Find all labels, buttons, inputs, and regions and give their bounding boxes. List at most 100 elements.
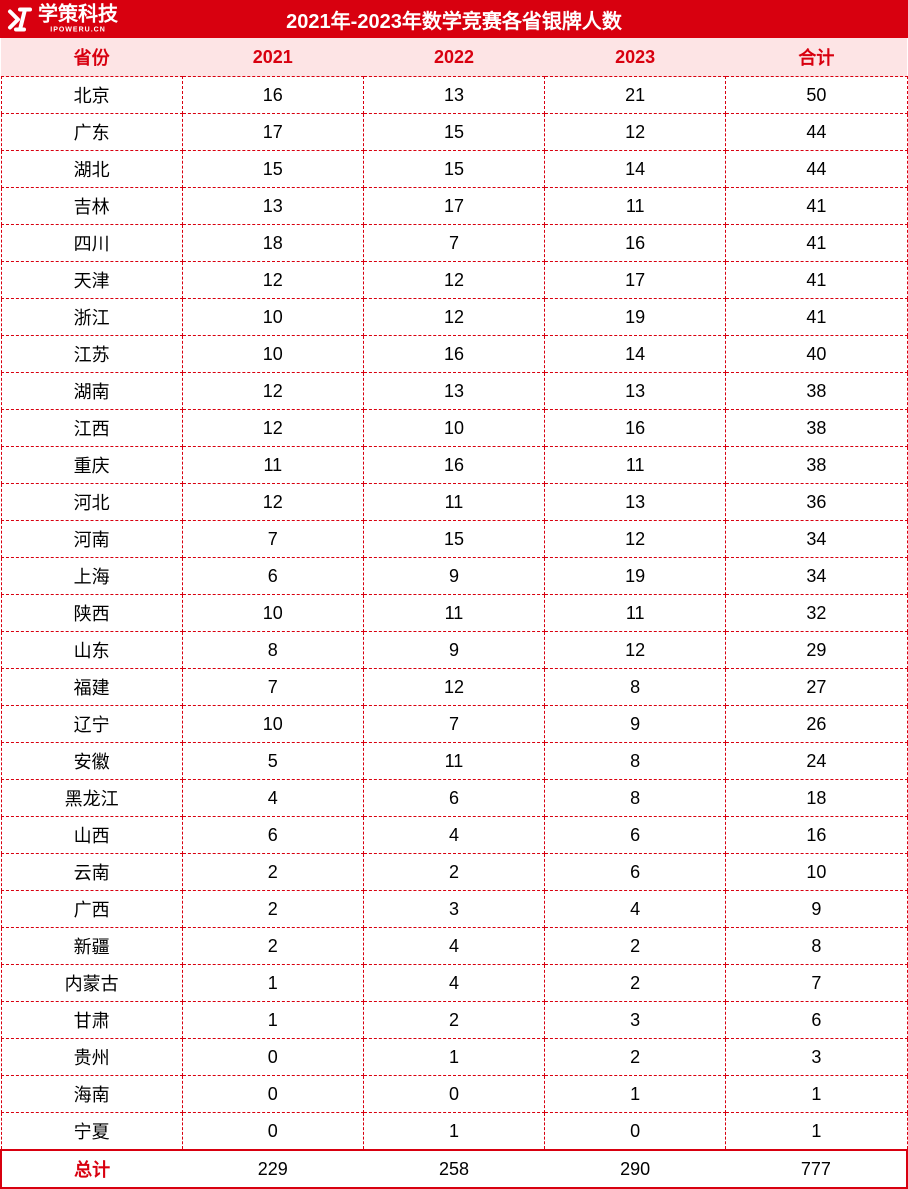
value-cell: 6: [182, 817, 363, 854]
value-cell: 7: [363, 706, 544, 743]
province-cell: 浙江: [1, 299, 182, 336]
value-cell: 9: [363, 632, 544, 669]
value-cell: 11: [182, 447, 363, 484]
province-cell: 四川: [1, 225, 182, 262]
value-cell: 4: [363, 817, 544, 854]
province-cell: 山东: [1, 632, 182, 669]
table-row: 北京16132150: [1, 77, 907, 114]
value-cell: 7: [182, 521, 363, 558]
value-cell: 4: [363, 965, 544, 1002]
value-cell: 11: [363, 743, 544, 780]
value-cell: 6: [182, 558, 363, 595]
value-cell: 34: [726, 521, 907, 558]
value-cell: 44: [726, 114, 907, 151]
value-cell: 24: [726, 743, 907, 780]
table-row: 黑龙江46818: [1, 780, 907, 817]
value-cell: 18: [182, 225, 363, 262]
province-cell: 天津: [1, 262, 182, 299]
value-cell: 9: [726, 891, 907, 928]
table-row: 内蒙古1427: [1, 965, 907, 1002]
value-cell: 17: [545, 262, 726, 299]
value-cell: 2: [545, 1039, 726, 1076]
value-cell: 17: [182, 114, 363, 151]
value-cell: 1: [363, 1113, 544, 1151]
value-cell: 10: [726, 854, 907, 891]
value-cell: 2: [545, 965, 726, 1002]
value-cell: 5: [182, 743, 363, 780]
table-row: 湖北15151444: [1, 151, 907, 188]
value-cell: 2: [182, 854, 363, 891]
table-row: 河北12111336: [1, 484, 907, 521]
value-cell: 1: [726, 1113, 907, 1151]
data-table: 省份202120222023合计 北京16132150广东17151244湖北1…: [0, 38, 908, 1189]
value-cell: 4: [363, 928, 544, 965]
province-cell: 宁夏: [1, 1113, 182, 1151]
value-cell: 3: [545, 1002, 726, 1039]
value-cell: 2: [182, 891, 363, 928]
value-cell: 50: [726, 77, 907, 114]
value-cell: 19: [545, 558, 726, 595]
value-cell: 12: [363, 262, 544, 299]
value-cell: 12: [182, 373, 363, 410]
province-cell: 黑龙江: [1, 780, 182, 817]
value-cell: 13: [363, 77, 544, 114]
value-cell: 11: [545, 447, 726, 484]
province-cell: 新疆: [1, 928, 182, 965]
value-cell: 2: [363, 854, 544, 891]
total-value: 290: [545, 1150, 726, 1188]
table-row: 重庆11161138: [1, 447, 907, 484]
value-cell: 36: [726, 484, 907, 521]
value-cell: 12: [545, 521, 726, 558]
value-cell: 15: [363, 521, 544, 558]
value-cell: 9: [363, 558, 544, 595]
column-header: 省份: [1, 38, 182, 77]
value-cell: 0: [182, 1076, 363, 1113]
value-cell: 16: [363, 336, 544, 373]
total-label: 总计: [1, 1150, 182, 1188]
logo-subtitle: IPOWERU.CN: [38, 27, 118, 34]
province-cell: 山西: [1, 817, 182, 854]
province-cell: 湖北: [1, 151, 182, 188]
value-cell: 7: [182, 669, 363, 706]
logo-brand-text: 学策科技: [38, 5, 118, 25]
value-cell: 8: [545, 669, 726, 706]
table-row: 山西64616: [1, 817, 907, 854]
logo-icon: [6, 5, 34, 33]
table-row: 河南7151234: [1, 521, 907, 558]
province-cell: 河南: [1, 521, 182, 558]
value-cell: 8: [726, 928, 907, 965]
value-cell: 10: [363, 410, 544, 447]
table-row: 安徽511824: [1, 743, 907, 780]
value-cell: 41: [726, 262, 907, 299]
value-cell: 13: [545, 484, 726, 521]
value-cell: 16: [545, 225, 726, 262]
value-cell: 16: [726, 817, 907, 854]
value-cell: 17: [363, 188, 544, 225]
total-row: 总计229258290777: [1, 1150, 907, 1188]
value-cell: 13: [182, 188, 363, 225]
table-row: 天津12121741: [1, 262, 907, 299]
value-cell: 4: [182, 780, 363, 817]
value-cell: 16: [182, 77, 363, 114]
value-cell: 8: [182, 632, 363, 669]
value-cell: 2: [182, 928, 363, 965]
value-cell: 6: [726, 1002, 907, 1039]
value-cell: 13: [545, 373, 726, 410]
table-row: 海南0011: [1, 1076, 907, 1113]
table-container: 学策科技 IPOWERU.CN 2021年-2023年数学竞赛各省银牌人数 省份…: [0, 0, 908, 1189]
value-cell: 10: [182, 595, 363, 632]
table-row: 贵州0123: [1, 1039, 907, 1076]
value-cell: 7: [726, 965, 907, 1002]
value-cell: 38: [726, 447, 907, 484]
value-cell: 21: [545, 77, 726, 114]
table-row: 广东17151244: [1, 114, 907, 151]
value-cell: 29: [726, 632, 907, 669]
value-cell: 15: [363, 114, 544, 151]
province-cell: 上海: [1, 558, 182, 595]
value-cell: 12: [363, 669, 544, 706]
table-row: 辽宁107926: [1, 706, 907, 743]
province-cell: 云南: [1, 854, 182, 891]
value-cell: 32: [726, 595, 907, 632]
table-header: 省份202120222023合计: [1, 38, 907, 77]
value-cell: 12: [545, 114, 726, 151]
